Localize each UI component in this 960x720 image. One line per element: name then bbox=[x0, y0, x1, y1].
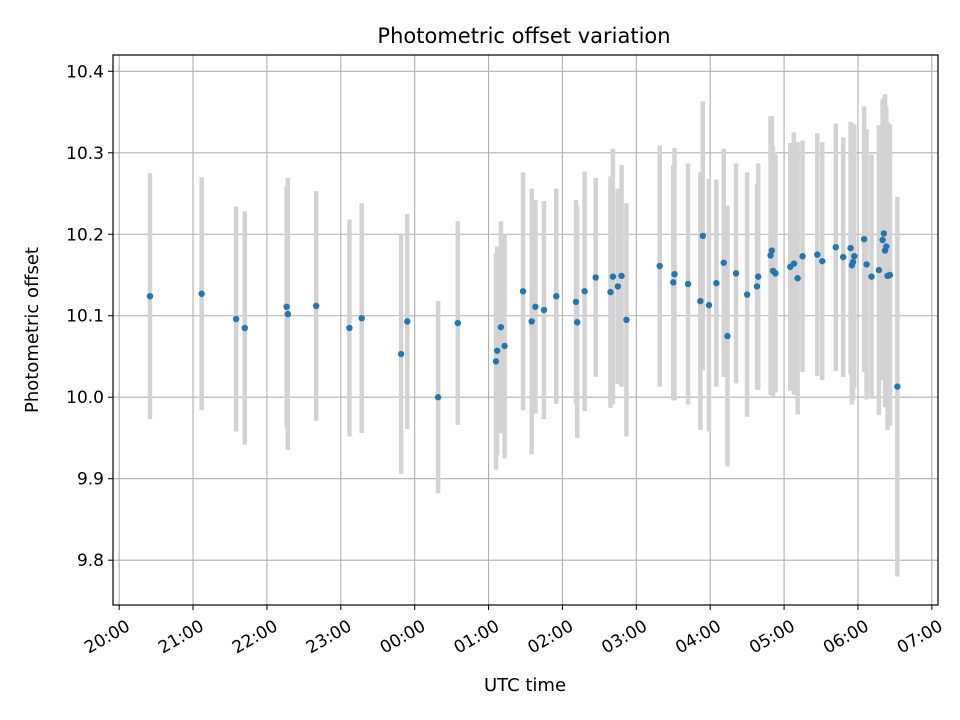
data-point bbox=[454, 319, 461, 327]
data-point bbox=[868, 273, 875, 280]
data-point bbox=[697, 297, 704, 305]
y-axis-label: Photometric offset bbox=[22, 247, 43, 413]
data-point bbox=[607, 288, 614, 296]
data-point bbox=[670, 279, 677, 286]
data-point bbox=[886, 271, 894, 279]
data-point bbox=[618, 272, 625, 280]
chart-title: Photometric offset variation bbox=[377, 24, 670, 48]
data-point bbox=[724, 332, 731, 340]
data-point bbox=[860, 235, 868, 243]
data-point bbox=[493, 347, 501, 354]
data-point bbox=[880, 230, 888, 237]
data-point bbox=[346, 324, 353, 332]
data-point bbox=[312, 302, 320, 310]
y-tick-label: 10.1 bbox=[66, 307, 104, 327]
data-point bbox=[768, 247, 775, 254]
data-point bbox=[497, 323, 505, 331]
data-point bbox=[623, 316, 630, 324]
data-point bbox=[720, 259, 727, 266]
data-point bbox=[283, 303, 290, 310]
y-tick-label: 10.0 bbox=[66, 388, 104, 408]
data-point bbox=[397, 350, 405, 358]
data-point bbox=[572, 298, 580, 306]
data-point bbox=[592, 274, 599, 281]
data-point bbox=[814, 251, 821, 258]
data-point bbox=[241, 324, 248, 332]
data-point bbox=[847, 244, 854, 252]
y-tick-label: 9.8 bbox=[77, 551, 104, 571]
plot-frame bbox=[112, 54, 939, 606]
data-point bbox=[656, 262, 663, 270]
data-point bbox=[875, 266, 883, 274]
data-point bbox=[767, 252, 774, 259]
data-point bbox=[146, 292, 154, 300]
y-tick-label: 10.3 bbox=[66, 144, 104, 164]
data-point bbox=[492, 358, 500, 365]
data-point bbox=[755, 273, 762, 280]
data-point bbox=[553, 292, 560, 300]
data-point bbox=[614, 283, 622, 290]
grid-layer bbox=[113, 55, 938, 605]
y-tick-label: 10.2 bbox=[66, 225, 104, 245]
data-point bbox=[819, 257, 826, 265]
data-point bbox=[540, 306, 548, 314]
data-point bbox=[699, 232, 707, 240]
data-point bbox=[894, 383, 901, 390]
y-tick-label: 10.4 bbox=[66, 62, 104, 82]
data-point bbox=[851, 253, 858, 260]
data-point bbox=[519, 288, 527, 295]
data-point bbox=[743, 291, 751, 298]
data-point bbox=[684, 280, 692, 288]
data-point bbox=[532, 303, 539, 310]
data-point bbox=[794, 275, 801, 282]
data-point bbox=[434, 394, 442, 401]
data-point bbox=[198, 290, 205, 297]
data-point bbox=[404, 318, 411, 325]
x-axis-label: UTC time bbox=[484, 675, 566, 696]
data-point bbox=[799, 253, 806, 260]
data-point bbox=[713, 279, 720, 287]
data-point bbox=[581, 288, 588, 295]
data-point bbox=[705, 301, 713, 309]
data-point bbox=[574, 319, 581, 326]
data-point bbox=[232, 315, 240, 323]
point-layer bbox=[146, 230, 901, 401]
data-point bbox=[753, 283, 761, 290]
data-point bbox=[501, 342, 508, 350]
data-point bbox=[284, 310, 292, 318]
y-tick-label: 9.9 bbox=[77, 470, 104, 490]
data-point bbox=[790, 260, 798, 267]
data-point bbox=[671, 270, 678, 278]
data-point bbox=[863, 261, 870, 268]
data-point bbox=[528, 318, 535, 325]
data-point bbox=[772, 270, 779, 277]
data-point bbox=[839, 253, 847, 261]
data-point bbox=[732, 270, 740, 277]
data-point bbox=[883, 243, 890, 250]
data-point bbox=[849, 258, 857, 266]
data-point bbox=[609, 273, 617, 280]
data-point bbox=[832, 244, 839, 251]
data-point bbox=[879, 236, 886, 244]
data-point bbox=[358, 314, 365, 322]
